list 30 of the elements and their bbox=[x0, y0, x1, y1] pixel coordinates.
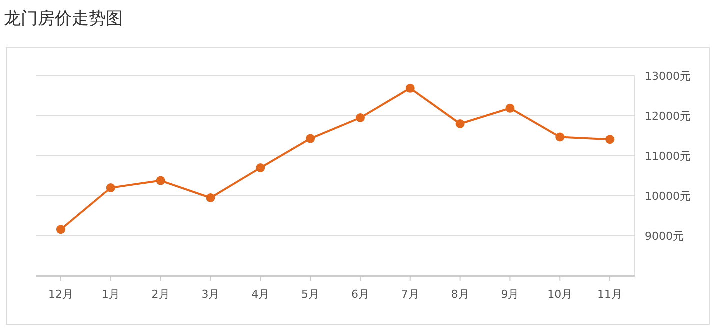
point bbox=[156, 176, 166, 186]
point bbox=[306, 134, 316, 144]
x-tick-label: 8月 bbox=[451, 288, 470, 301]
y-tick-label: 13000元 bbox=[645, 70, 691, 83]
point bbox=[456, 120, 465, 128]
x-tick-label: 10月 bbox=[548, 288, 573, 301]
x-tick-label: 6月 bbox=[351, 288, 370, 301]
x-tick-label: 5月 bbox=[302, 288, 320, 301]
point bbox=[206, 194, 216, 202]
point bbox=[56, 225, 66, 234]
y-tick-label: 10000元 bbox=[645, 190, 691, 203]
point bbox=[606, 135, 615, 144]
point bbox=[356, 114, 365, 122]
point bbox=[556, 132, 565, 142]
x-tick-label: 11月 bbox=[598, 288, 623, 301]
x-tick-label: 3月 bbox=[202, 288, 220, 301]
x-tick-label: 1月 bbox=[102, 288, 120, 301]
y-tick-label: 9000元 bbox=[645, 230, 684, 243]
x-tick-label: 9月 bbox=[501, 288, 520, 301]
point bbox=[256, 164, 266, 172]
y-tick-label: 11000元 bbox=[645, 150, 691, 163]
x-tick-label: 4月 bbox=[252, 288, 270, 301]
x-tick-label: 7月 bbox=[401, 288, 420, 301]
point bbox=[406, 84, 415, 93]
x-tick-label: 12月 bbox=[48, 288, 74, 301]
x-tick-label: 2月 bbox=[152, 288, 170, 301]
point bbox=[506, 104, 515, 113]
point bbox=[106, 184, 116, 192]
y-tick-label: 12000元 bbox=[645, 110, 691, 123]
chart-title: 龙门房价走势图 bbox=[4, 9, 123, 29]
